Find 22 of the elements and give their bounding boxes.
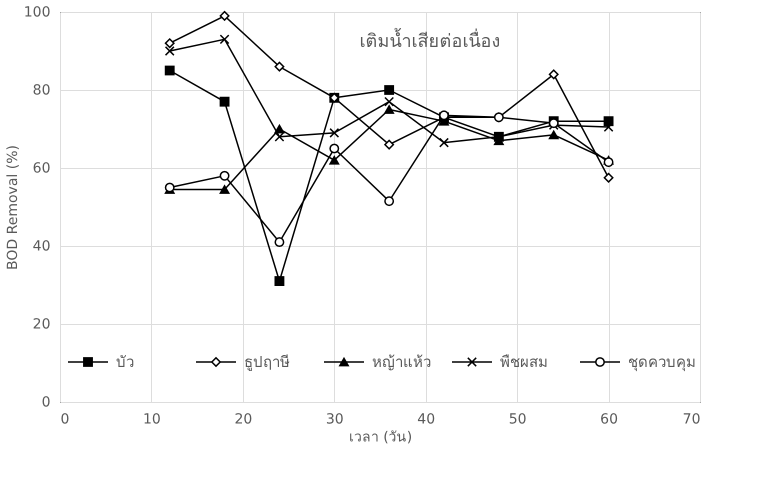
x-tick-label: 70: [682, 412, 700, 428]
legend-label: ชุดควบคุม: [628, 353, 696, 372]
y-axis-title: BOD Removal (%): [4, 145, 21, 270]
legend-label: ธูปฤาษี: [244, 353, 290, 371]
x-tick-label: 60: [600, 412, 618, 428]
legend-label: พืชผสม: [500, 353, 548, 371]
annotation: เติมน้ำเสียต่อเนื่อง: [360, 28, 500, 52]
x-tick-label: 40: [417, 412, 436, 428]
y-tick-label: 80: [32, 82, 50, 98]
x-tick-label: 30: [326, 412, 344, 428]
x-tick-label: 10: [143, 412, 161, 428]
x-tick-label: 0: [60, 412, 70, 428]
x-axis-title: เวลา (วัน): [348, 430, 412, 446]
y-tick-label: 20: [32, 316, 50, 332]
x-tick-label: 50: [508, 412, 527, 428]
legend-label: หญ้าแห้ว: [372, 353, 431, 371]
x-tick-label: 20: [234, 412, 252, 428]
y-tick-label: 100: [24, 4, 50, 20]
y-tick-label: 40: [32, 238, 50, 254]
y-tick-label: 60: [32, 160, 50, 176]
y-tick-label: 0: [42, 394, 50, 410]
legend-label: บัว: [116, 353, 134, 371]
